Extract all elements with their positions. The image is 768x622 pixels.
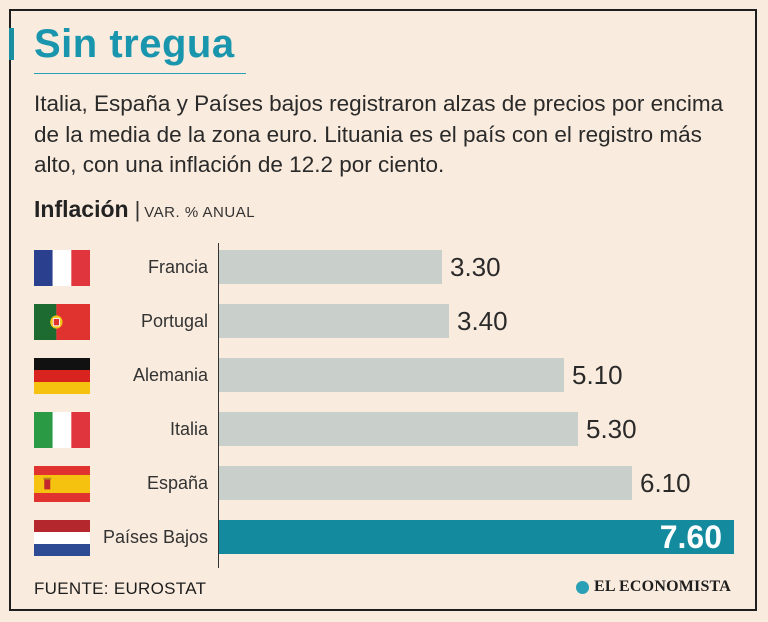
france-flag-icon [34, 250, 90, 286]
category-label: Francia [147, 257, 208, 277]
netherlands-flag-icon [34, 520, 90, 556]
source-note: FUENTE: EUROSTAT [34, 579, 207, 598]
category-label: Países Bajos [102, 527, 208, 547]
italy-flag-icon [34, 412, 90, 448]
chart-title: Inflación [34, 196, 129, 222]
bar [219, 520, 734, 554]
bar [219, 304, 449, 338]
title-accent-mark [9, 28, 14, 60]
el-economista-logo-icon [576, 580, 589, 594]
data-label: 6.10 [640, 468, 691, 498]
bar [219, 412, 578, 446]
brand-logo: EL ECONOMISTA [576, 578, 731, 596]
page-title: Sin tregua [34, 22, 235, 66]
bar [219, 250, 442, 284]
bar [219, 358, 564, 392]
chart-heading-separator: | [134, 197, 141, 222]
germany-flag-icon [34, 358, 90, 394]
data-label: 7.60 [659, 519, 722, 555]
chart-heading: Inflación | VAR. % ANUAL [34, 196, 255, 223]
chart-unit: VAR. % ANUAL [144, 204, 256, 221]
category-label: España [146, 473, 208, 493]
subtitle: Italia, España y Países bajos registraro… [34, 91, 724, 177]
spain-flag-icon [34, 466, 90, 502]
category-label: Italia [169, 419, 208, 439]
data-label: 5.10 [572, 360, 623, 390]
bar [219, 466, 632, 500]
category-label: Portugal [140, 311, 208, 331]
title-underline [34, 73, 246, 74]
data-label: 5.30 [586, 414, 637, 444]
data-label: 3.30 [450, 252, 501, 282]
portugal-flag-icon [34, 304, 90, 340]
data-label: 3.40 [457, 306, 508, 336]
chart-axis-line [218, 243, 219, 568]
brand-name: EL ECONOMISTA [594, 578, 731, 595]
infographic-frame [9, 9, 757, 611]
category-label: Alemania [132, 365, 208, 385]
